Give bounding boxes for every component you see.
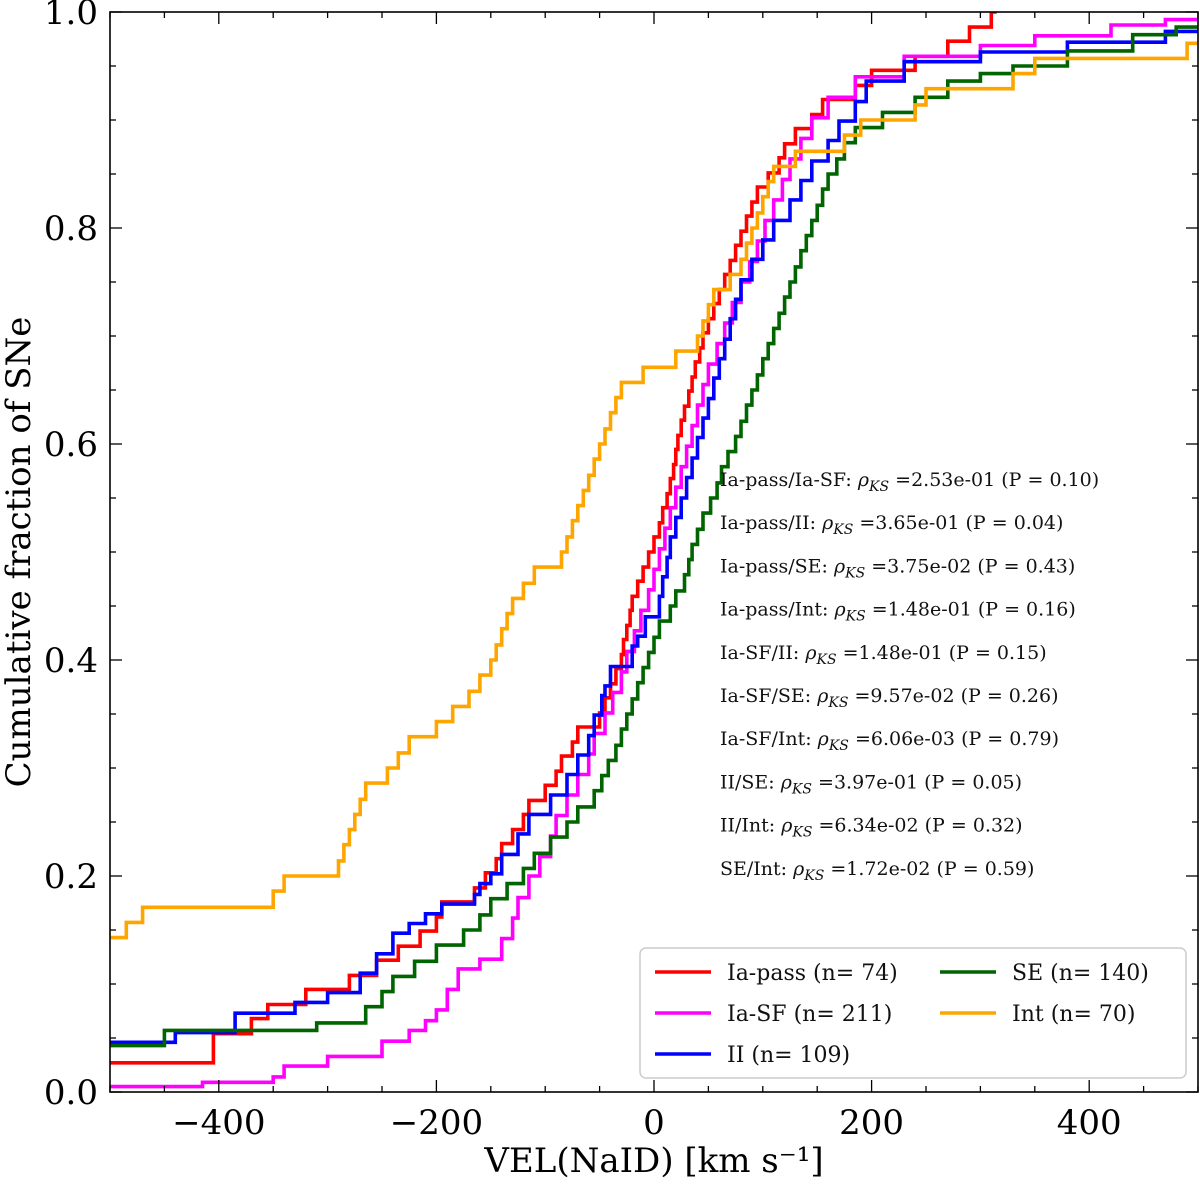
ks-annotation-row: SE/Int: ρKS =1.72e-02 (P = 0.59)	[720, 858, 1034, 884]
ks-pair-label: II/Int:	[720, 815, 781, 837]
rho-symbol: ρ	[817, 728, 830, 750]
ticks-layer: −400 −200 0 200 400 0.0 0.2 0.4 0.6 0.8 1.0	[44, 0, 1199, 1143]
series-line-ii	[110, 29, 1198, 1045]
series-layer	[110, 12, 1198, 1089]
ks-pair-label: Ia-SF/Int:	[720, 728, 818, 750]
ks-annotation-row: Ia-SF/SE: ρKS =9.57e-02 (P = 0.26)	[720, 685, 1059, 711]
y-tick-label: 1.0	[44, 0, 98, 33]
ks-statistic: =3.97e-01	[812, 771, 924, 793]
ks-p-value: (P = 0.32)	[925, 815, 1023, 837]
ks-statistic: =1.48e-01	[866, 599, 978, 621]
ks-statistic: =6.34e-02	[812, 815, 924, 837]
ks-p-value: (P = 0.43)	[977, 555, 1075, 577]
y-axis-label: Cumulative fraction of SNe	[0, 317, 39, 788]
ks-p-value: (P = 0.04)	[966, 512, 1064, 534]
ks-statistic: =3.65e-01	[853, 512, 965, 534]
rho-subscript: KS	[827, 695, 848, 711]
rho-symbol: ρ	[821, 512, 834, 534]
ks-annotation-row: Ia-SF/II: ρKS =1.48e-01 (P = 0.15)	[720, 642, 1047, 668]
ks-statistic: =1.72e-02	[824, 858, 936, 880]
ks-annotation-row: Ia-pass/Int: ρKS =1.48e-01 (P = 0.16)	[720, 599, 1076, 625]
legend-label-se: SE (n= 140)	[1012, 961, 1149, 986]
rho-symbol: ρ	[780, 771, 793, 793]
ks-p-value: (P = 0.10)	[1001, 469, 1099, 491]
ks-annotations: Ia-pass/Ia-SF: ρKS =2.53e-01 (P = 0.10)I…	[720, 469, 1099, 884]
ks-annotation-row: Ia-pass/SE: ρKS =3.75e-02 (P = 0.43)	[720, 555, 1075, 581]
ks-pair-label: Ia-pass/Ia-SF:	[720, 469, 858, 491]
ks-p-value: (P = 0.15)	[949, 642, 1047, 664]
y-tick-label: 0.8	[44, 209, 98, 249]
legend-label-ia-sf: Ia-SF (n= 211)	[727, 1002, 892, 1027]
x-tick-label: −200	[390, 1103, 483, 1143]
rho-symbol: ρ	[792, 858, 805, 880]
y-tick-label: 0.4	[44, 641, 98, 681]
rho-symbol: ρ	[833, 599, 846, 621]
series-line-int	[110, 41, 1198, 940]
ks-p-value: (P = 0.26)	[961, 685, 1059, 707]
rho-subscript: KS	[844, 565, 865, 581]
series-line-se	[110, 25, 1198, 1048]
rho-subscript: KS	[791, 781, 812, 797]
y-tick-label: 0.2	[44, 857, 98, 897]
legend: Ia-pass (n= 74) Ia-SF (n= 211) II (n= 109)…	[639, 947, 1187, 1079]
rho-symbol: ρ	[833, 555, 846, 577]
ks-annotation-row: Ia-SF/Int: ρKS =6.06e-03 (P = 0.79)	[720, 728, 1059, 754]
ks-statistic: =2.53e-01	[889, 469, 1001, 491]
ks-statistic: =6.06e-03	[849, 728, 961, 750]
rho-subscript: KS	[828, 738, 849, 754]
ks-pair-label: Ia-SF/II:	[720, 642, 805, 664]
y-tick-label: 0.6	[44, 425, 98, 465]
x-axis-label: VEL(NaID) [km s⁻¹]	[483, 1141, 823, 1181]
rho-symbol: ρ	[816, 685, 829, 707]
ks-annotation-row: Ia-pass/Ia-SF: ρKS =2.53e-01 (P = 0.10)	[720, 469, 1099, 495]
rho-subscript: KS	[815, 652, 836, 668]
rho-subscript: KS	[803, 868, 824, 884]
ks-statistic: =9.57e-02	[848, 685, 960, 707]
ks-annotation-row: II/Int: ρKS =6.34e-02 (P = 0.32)	[720, 815, 1023, 841]
ks-pair-label: Ia-pass/II:	[720, 512, 822, 534]
ks-pair-label: II/SE:	[720, 771, 781, 793]
ks-pair-label: Ia-pass/SE:	[720, 555, 834, 577]
legend-label-ia-pass: Ia-pass (n= 74)	[727, 961, 898, 986]
rho-subscript: KS	[845, 609, 866, 625]
ks-statistic: =1.48e-01	[837, 642, 949, 664]
legend-entries: Ia-pass (n= 74) Ia-SF (n= 211) II (n= 109)…	[655, 961, 1149, 1068]
rho-symbol: ρ	[804, 642, 817, 664]
rho-subscript: KS	[791, 825, 812, 841]
legend-label-ii: II (n= 109)	[727, 1043, 850, 1068]
ks-p-value: (P = 0.59)	[937, 858, 1035, 880]
y-tick-label: 0.0	[44, 1073, 98, 1113]
ks-annotation-row: II/SE: ρKS =3.97e-01 (P = 0.05)	[720, 771, 1022, 797]
rho-subscript: KS	[832, 522, 853, 538]
ks-pair-label: Ia-SF/SE:	[720, 685, 817, 707]
ks-p-value: (P = 0.79)	[961, 728, 1059, 750]
rho-symbol: ρ	[780, 815, 793, 837]
ks-annotation-row: Ia-pass/II: ρKS =3.65e-01 (P = 0.04)	[720, 512, 1063, 538]
ks-pair-label: Ia-pass/Int:	[720, 599, 834, 621]
x-tick-label: 0	[643, 1103, 665, 1143]
ks-p-value: (P = 0.05)	[924, 771, 1022, 793]
x-tick-label: −400	[172, 1103, 265, 1143]
rho-subscript: KS	[868, 479, 889, 495]
rho-symbol: ρ	[857, 469, 870, 491]
ks-pair-label: SE/Int:	[720, 858, 793, 880]
legend-label-int: Int (n= 70)	[1012, 1002, 1135, 1027]
ks-statistic: =3.75e-02	[865, 555, 977, 577]
series-line-ia-sf	[110, 17, 1198, 1089]
x-tick-label: 400	[1057, 1103, 1122, 1143]
x-tick-label: 200	[839, 1103, 904, 1143]
ks-p-value: (P = 0.16)	[978, 599, 1076, 621]
legend-box	[639, 947, 1187, 1079]
plot-frame	[109, 11, 1199, 1093]
